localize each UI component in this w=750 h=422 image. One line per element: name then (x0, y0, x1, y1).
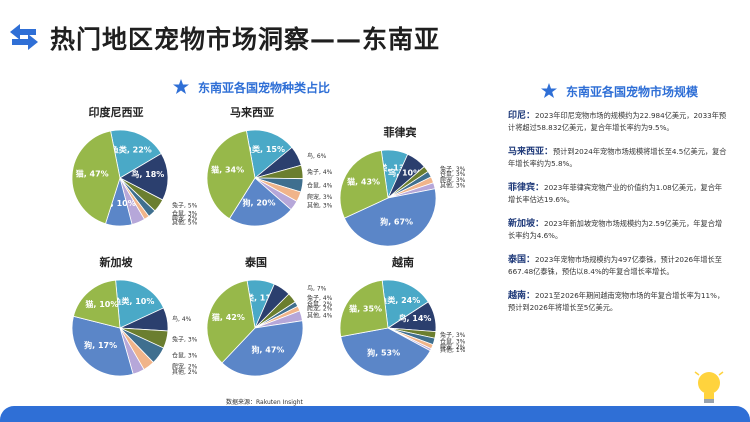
pie-label: 其他, 5% (172, 218, 198, 226)
pie-label: 爬宠, 2% (172, 214, 198, 222)
pie-label: 狗, 10% (102, 198, 136, 208)
pie-title: 印度尼西亚 (88, 106, 144, 119)
pie-label: 爬宠, 3% (307, 193, 333, 201)
pie-slice-fish (110, 129, 162, 179)
market-entry: 菲律宾：2023年菲律宾宠物产业的价值约为1.08亿美元，复合年增长率估达19.… (508, 183, 723, 204)
pie-chart: 印度尼西亚鱼类, 22% 鸟, 18% 兔子, 5% 仓鼠, 3% 爬宠, 2% 其他, … (70, 106, 200, 245)
pie-label: 鱼类, 11% (238, 292, 279, 302)
pie-label: 狗, 20% (242, 198, 276, 208)
pie-slice-bird (119, 153, 169, 201)
pie-slice-fish (245, 129, 293, 179)
pie-label: 狗, 67% (379, 216, 413, 226)
pie-label: 鸟, 18% (131, 169, 164, 179)
pie-label: 狗, 17% (83, 340, 117, 350)
pie-label: 鸟, 7% (307, 284, 327, 292)
pie-slice-cat (71, 130, 121, 225)
pie-svg: 鱼类, 24% 鸟, 14% 兔子, 3%仓鼠, 3%爬宠, 2%其他, 1% 狗, … (339, 279, 466, 377)
pie-label: 鱼类, 22% (111, 145, 152, 155)
pie-chart: 菲律宾鱼类, 13% 鸟, 10% 兔子, 3% 仓鼠, 3% 爬宠, 3% 其他, 3%… (338, 126, 468, 265)
pie-label: 其他, 4% (307, 312, 333, 320)
pie-label: 兔子, 3% (172, 336, 198, 344)
pie-slice-cat (339, 279, 389, 338)
pie-chart: 越南鱼类, 24% 鸟, 14% 兔子, 3% 仓鼠, 3% 爬宠, 2% 其他, 1% 狗… (338, 256, 468, 395)
bottom-bar (0, 406, 750, 422)
pie-title: 泰国 (245, 256, 267, 269)
pie-svg: 鱼类, 11% 鸟, 7% 兔子, 4%仓鼠, 2%爬宠, 2%其他, 4% 狗, 4… (206, 279, 333, 377)
pie-label: 鸟, 10% (388, 168, 421, 178)
pie-title: 越南 (392, 256, 414, 269)
pie-label: 猫, 10% (84, 299, 118, 309)
pie-label: 鸟, 6% (307, 152, 327, 160)
pie-label: 鱼类, 10% (113, 296, 154, 306)
pie-label: 猫, 34% (210, 165, 244, 175)
pie-chart: 泰国鱼类, 11% 鸟, 7% 兔子, 4% 仓鼠, 2% 爬宠, 2% 其他, 4% 狗,… (205, 256, 335, 395)
market-section-heading: 东南亚各国宠物市场规模 (540, 82, 698, 100)
pie-svg: 鱼类, 15% 鸟, 6% 兔子, 4% 仓鼠, 4% 爬宠, 3%其他, 3% 狗, 2… (206, 129, 333, 227)
pie-label: 鱼类, 24% (379, 295, 420, 305)
pie-label: 仓鼠, 2% (307, 300, 333, 308)
pie-label: 仓鼠, 3% (172, 210, 198, 218)
market-entry: 越南：2021至2026年期间越南宠物市场的年复合增长率为11%，预计到2026… (508, 291, 725, 312)
market-entry: 新加坡：2023年新加坡宠物市场规模约为2.59亿美元，年复合增长率约为4.6%… (508, 219, 723, 240)
data-source: 数据来源：Rakuten Insight (226, 399, 303, 406)
pie-label: 猫, 35% (348, 304, 382, 314)
lightbulb-icon (694, 371, 724, 403)
market-list: 印尼：2023年印尼宠物市场的规模约为22.984亿美元，2033年预计将超过5… (508, 110, 728, 326)
pie-label: 鱼类, 15% (244, 144, 285, 154)
pie-label: 仓鼠, 3% (440, 170, 466, 178)
page-title: 热门地区宠物市场洞察——东南亚 (50, 25, 441, 54)
pie-label: 猫, 43% (346, 177, 380, 187)
pie-svg: 鱼类, 22% 鸟, 18% 兔子, 5%仓鼠, 3%爬宠, 2%其他, 5% 狗, … (71, 129, 198, 227)
pie-slice-dog (228, 177, 292, 227)
pie-label: 仓鼠, 3% (440, 337, 466, 345)
market-entry: 马来西亚：预计到2024年宠物市场规模将增长至4.5亿美元，复合年增长率约为5.… (508, 147, 727, 168)
pie-label: 鱼类, 13% (371, 162, 412, 172)
pie-svg: 鱼类, 10% 鸟, 4% 兔子, 3% 仓鼠, 3% 爬宠, 2%其他, 2% 狗, 1… (71, 279, 198, 377)
pie-label: 鸟, 14% (398, 313, 431, 323)
pie-label: 仓鼠, 3% (172, 352, 198, 360)
pie-label: 爬宠, 2% (307, 305, 333, 313)
pie-label: 狗, 47% (250, 345, 284, 355)
pie-section-heading: 东南亚各国宠物种类占比 (172, 78, 330, 96)
pie-label: 狗, 53% (366, 347, 400, 357)
pie-slice-fish (381, 279, 429, 329)
pie-label: 爬宠, 3% (440, 176, 466, 184)
star-icon (173, 79, 189, 94)
pie-slice-cat (206, 280, 256, 364)
pie-slice-cat (72, 279, 121, 329)
pie-label: 兔子, 4% (307, 168, 333, 176)
pie-slice-dog (343, 188, 437, 247)
pie-label: 其他, 1% (440, 346, 466, 354)
pie-slice-fish (115, 279, 165, 329)
market-entry: 泰国：2023年宠物市场规模约为497亿泰铢，预计2026年增长至667.48亿… (508, 255, 722, 276)
pie-label: 其他, 3% (307, 202, 333, 210)
pie-label: 兔子, 5% (172, 202, 198, 210)
arrows-logo-icon (10, 24, 38, 50)
pie-slice-dog (340, 327, 431, 377)
pie-label: 兔子, 3% (440, 165, 466, 173)
pie-title: 菲律宾 (383, 126, 417, 139)
pie-label: 兔子, 4% (307, 294, 333, 302)
pie-label: 其他, 2% (172, 368, 198, 376)
market-entry: 印尼：2023年印尼宠物市场的规模约为22.984亿美元，2033年预计将超过5… (508, 111, 727, 132)
pie-label: 爬宠, 2% (440, 343, 466, 351)
pie-slice-dog (71, 315, 134, 377)
pie-label: 猫, 47% (75, 168, 109, 178)
pie-slice-cat (339, 150, 389, 219)
pie-slice-dog (221, 320, 304, 377)
pie-title: 马来西亚 (230, 106, 274, 119)
pie-chart: 马来西亚鱼类, 15% 鸟, 6% 兔子, 4% 仓鼠, 4% 爬宠, 3% 其他, 3%… (205, 106, 335, 245)
pie-slice-cat (206, 130, 256, 220)
pie-label: 爬宠, 2% (172, 362, 198, 370)
star-icon (541, 83, 557, 98)
pie-chart: 新加坡鱼类, 10% 鸟, 4% 兔子, 3% 仓鼠, 3% 爬宠, 2% 其他, 2% 狗… (70, 256, 200, 395)
pie-label: 其他, 3% (440, 182, 466, 190)
pie-label: 仓鼠, 4% (307, 181, 333, 189)
pie-label: 鸟, 4% (172, 315, 192, 323)
pie-title: 新加坡 (99, 256, 133, 269)
pie-label: 兔子, 3% (440, 331, 466, 339)
pie-svg: 鱼类, 13%鸟, 10% 兔子, 3%仓鼠, 3%爬宠, 3%其他, 3% 狗, … (339, 149, 466, 247)
pie-label: 猫, 42% (211, 312, 245, 322)
